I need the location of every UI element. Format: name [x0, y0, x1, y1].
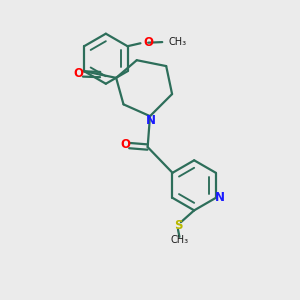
Text: N: N — [146, 114, 156, 127]
Text: N: N — [215, 191, 225, 204]
Text: O: O — [74, 67, 83, 80]
Text: CH₃: CH₃ — [169, 37, 187, 47]
Text: CH₃: CH₃ — [170, 236, 188, 245]
Text: O: O — [120, 138, 130, 151]
Text: O: O — [143, 36, 153, 49]
Text: S: S — [174, 219, 182, 232]
